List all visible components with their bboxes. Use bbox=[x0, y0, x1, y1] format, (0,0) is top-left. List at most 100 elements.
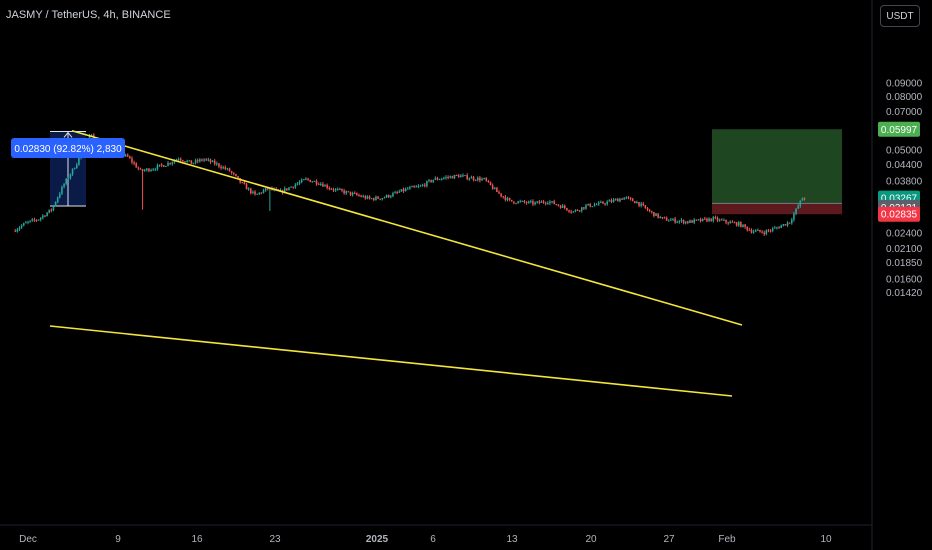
candle bbox=[213, 159, 216, 166]
candle bbox=[169, 162, 171, 166]
candle bbox=[731, 220, 734, 223]
candle bbox=[578, 210, 581, 213]
candle bbox=[580, 207, 583, 213]
candle bbox=[199, 158, 201, 163]
candle bbox=[757, 228, 759, 231]
candle bbox=[665, 216, 668, 221]
candle bbox=[326, 183, 328, 190]
candle bbox=[504, 194, 507, 202]
candle bbox=[332, 187, 335, 193]
candle bbox=[485, 177, 488, 182]
candle bbox=[339, 187, 341, 191]
candle bbox=[319, 182, 322, 186]
candle bbox=[695, 219, 698, 221]
candle bbox=[682, 219, 685, 225]
candle bbox=[725, 219, 727, 225]
candle bbox=[218, 162, 220, 169]
candle bbox=[523, 200, 526, 204]
candle bbox=[447, 175, 449, 180]
candle bbox=[572, 211, 575, 213]
candle bbox=[691, 219, 693, 223]
candle bbox=[124, 153, 127, 157]
candle bbox=[406, 187, 409, 190]
candle bbox=[549, 200, 551, 206]
candle bbox=[595, 203, 598, 206]
candle bbox=[262, 188, 265, 194]
candle bbox=[788, 222, 791, 224]
candle bbox=[525, 201, 528, 205]
candle bbox=[379, 198, 381, 201]
candle bbox=[305, 177, 307, 181]
candle bbox=[65, 178, 67, 186]
candle bbox=[394, 190, 396, 194]
candle bbox=[460, 174, 462, 178]
candle bbox=[31, 217, 34, 222]
candle bbox=[551, 201, 553, 204]
candle bbox=[636, 200, 638, 204]
candle bbox=[222, 165, 224, 170]
candle bbox=[519, 199, 522, 203]
candle bbox=[729, 220, 732, 224]
price-axis[interactable]: 0.09000 0.08000 0.07000 0.05000 0.04400 0.038… bbox=[886, 79, 923, 299]
candle bbox=[396, 190, 398, 195]
svg-text:0.03267: 0.03267 bbox=[881, 194, 918, 205]
candle bbox=[491, 183, 494, 190]
candle bbox=[254, 190, 256, 196]
candle bbox=[795, 208, 797, 216]
candle bbox=[46, 211, 48, 217]
candle bbox=[235, 173, 237, 177]
candle bbox=[73, 167, 76, 170]
candle bbox=[150, 168, 152, 172]
candle bbox=[366, 195, 369, 200]
candle bbox=[162, 165, 165, 168]
candle bbox=[680, 218, 683, 223]
candle bbox=[576, 209, 579, 211]
candle bbox=[224, 165, 227, 171]
candle bbox=[710, 218, 712, 222]
candle bbox=[133, 160, 135, 166]
candle bbox=[343, 188, 345, 195]
candle bbox=[631, 197, 634, 202]
candle bbox=[532, 199, 534, 207]
candle bbox=[309, 179, 311, 183]
candle bbox=[22, 222, 25, 227]
profit-zone[interactable] bbox=[712, 129, 842, 204]
candle bbox=[457, 173, 460, 178]
candle bbox=[574, 209, 577, 213]
stop-zone[interactable] bbox=[712, 203, 842, 215]
price-tick-label: 0.09000 bbox=[886, 79, 923, 90]
trendlines[interactable] bbox=[49, 129, 743, 397]
price-tick-label: 0.03800 bbox=[886, 177, 923, 188]
candle bbox=[443, 176, 445, 180]
candle bbox=[513, 201, 515, 205]
lower-trendline[interactable] bbox=[49, 325, 733, 397]
upper-trendline[interactable] bbox=[71, 129, 743, 326]
stop-price-tag: 0.02835 bbox=[878, 206, 920, 222]
candle bbox=[78, 157, 80, 166]
candle bbox=[767, 228, 770, 233]
time-axis[interactable]: Dec 9 16 23 2025 6 13 20 27 Feb 10 bbox=[19, 534, 832, 545]
long-position-tool[interactable] bbox=[712, 129, 842, 215]
candle bbox=[42, 214, 44, 220]
currency-button[interactable]: USDT bbox=[880, 5, 920, 27]
candle bbox=[464, 174, 466, 177]
candle bbox=[468, 177, 471, 181]
candle bbox=[356, 192, 358, 196]
candlestick-series bbox=[14, 133, 806, 236]
candle bbox=[56, 196, 59, 204]
candle bbox=[462, 173, 464, 178]
candle bbox=[192, 162, 195, 165]
candle bbox=[521, 200, 524, 202]
candle bbox=[385, 194, 388, 199]
time-tick-label: 6 bbox=[430, 534, 436, 545]
candle bbox=[547, 201, 549, 205]
candle bbox=[566, 207, 568, 212]
candle bbox=[294, 183, 297, 189]
symbol-title[interactable]: JASMY / TetherUS, 4h, BINANCE bbox=[6, 9, 171, 21]
candle bbox=[368, 195, 371, 200]
price-tick-label: 0.01600 bbox=[886, 275, 923, 286]
candle bbox=[786, 221, 789, 228]
candle bbox=[286, 188, 288, 191]
